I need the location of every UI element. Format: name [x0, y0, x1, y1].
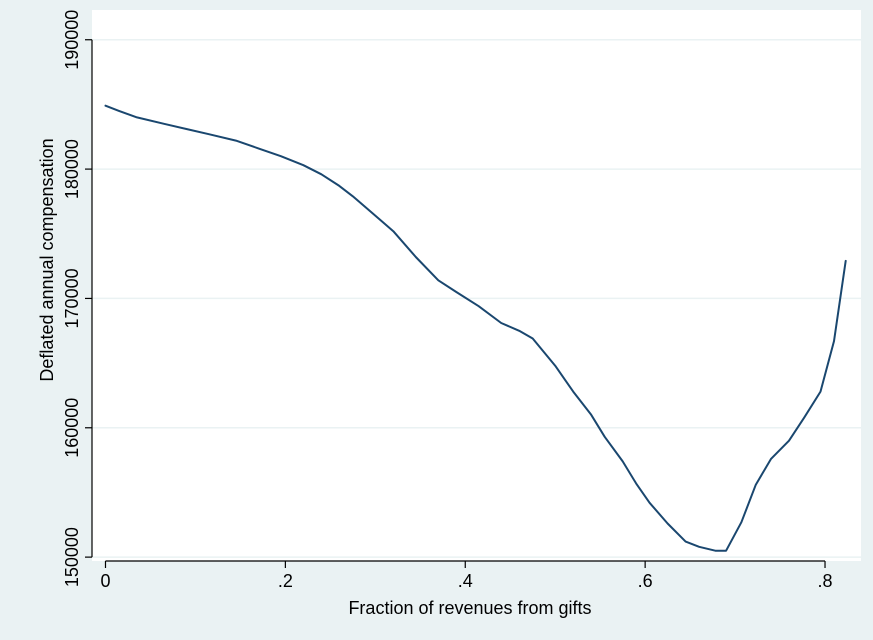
- y-tick-label-0: 150000: [62, 527, 82, 587]
- y-tick-label-3: 180000: [62, 139, 82, 199]
- x-axis-title: Fraction of revenues from gifts: [348, 598, 591, 618]
- series: [104, 104, 847, 552]
- plot-area: [92, 10, 861, 561]
- axes: 150000 160000 170000 180000 190000 0 .2 .4 .6 .8: [62, 10, 833, 591]
- x-tick-label-1: .2: [278, 571, 293, 591]
- y-tick-label-1: 160000: [62, 398, 82, 458]
- x-tick-label-0: 0: [100, 571, 110, 591]
- y-tick-label-4: 190000: [62, 10, 82, 70]
- gridlines: [92, 38, 861, 558]
- y-tick-label-2: 170000: [62, 268, 82, 328]
- x-tick-label-2: .4: [458, 571, 473, 591]
- series-line-0: [104, 104, 847, 552]
- x-tick-label-3: .6: [638, 571, 653, 591]
- x-tick-label-4: .8: [818, 571, 833, 591]
- y-axis-title: Deflated annual compensation: [37, 138, 57, 381]
